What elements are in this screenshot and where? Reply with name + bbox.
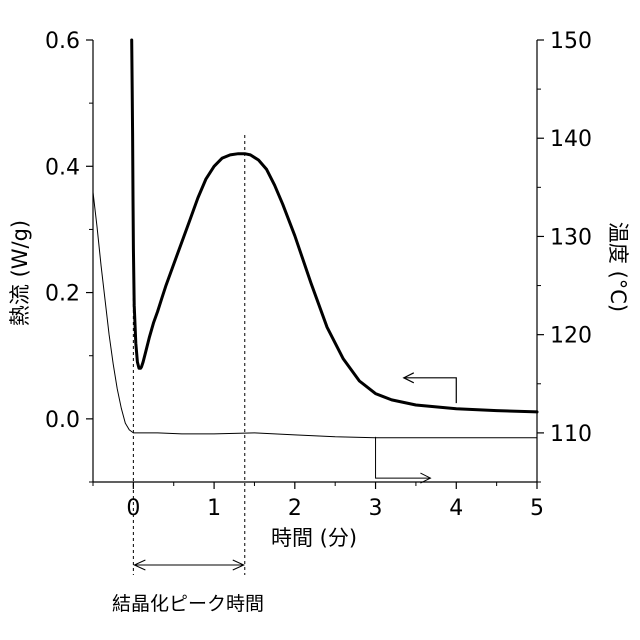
crystallization-peak-time-label: 結晶化ピーク時間 [112,593,264,615]
series-lines [93,40,537,438]
heat-flow-curve [132,40,537,412]
temperature-curve [93,192,537,438]
x-tick-label-4: 4 [449,496,463,521]
y-left-tick-label-0.0: 0.0 [45,408,80,433]
y-left-tick-label-0.2: 0.2 [45,282,80,307]
y-axis-right-title: 温度 (°C) [606,222,630,312]
y-right-tick-label-140: 140 [550,127,592,152]
y-right-tick-label-130: 130 [550,225,592,250]
axes-frame [93,40,537,482]
y-left-tick-label-0.4: 0.4 [45,155,80,180]
x-tick-label-2: 2 [288,496,302,521]
x-tick-label-1: 1 [207,496,221,521]
x-tick-label-5: 5 [530,496,544,521]
tick-marks [86,40,544,489]
x-tick-label-3: 3 [369,496,383,521]
y-left-tick-label-0.6: 0.6 [45,29,80,54]
right-axis-indicator-arrow [376,437,431,478]
y-right-tick-label-110: 110 [550,422,592,447]
y-right-tick-label-120: 120 [550,324,592,349]
y-right-tick-label-150: 150 [550,29,592,54]
x-axis-title: 時間 (分) [271,526,357,550]
y-axis-left-title: 熱流 (W/g) [8,220,32,326]
tick-labels: 0123450.00.20.40.6110120130140150 [45,29,592,521]
